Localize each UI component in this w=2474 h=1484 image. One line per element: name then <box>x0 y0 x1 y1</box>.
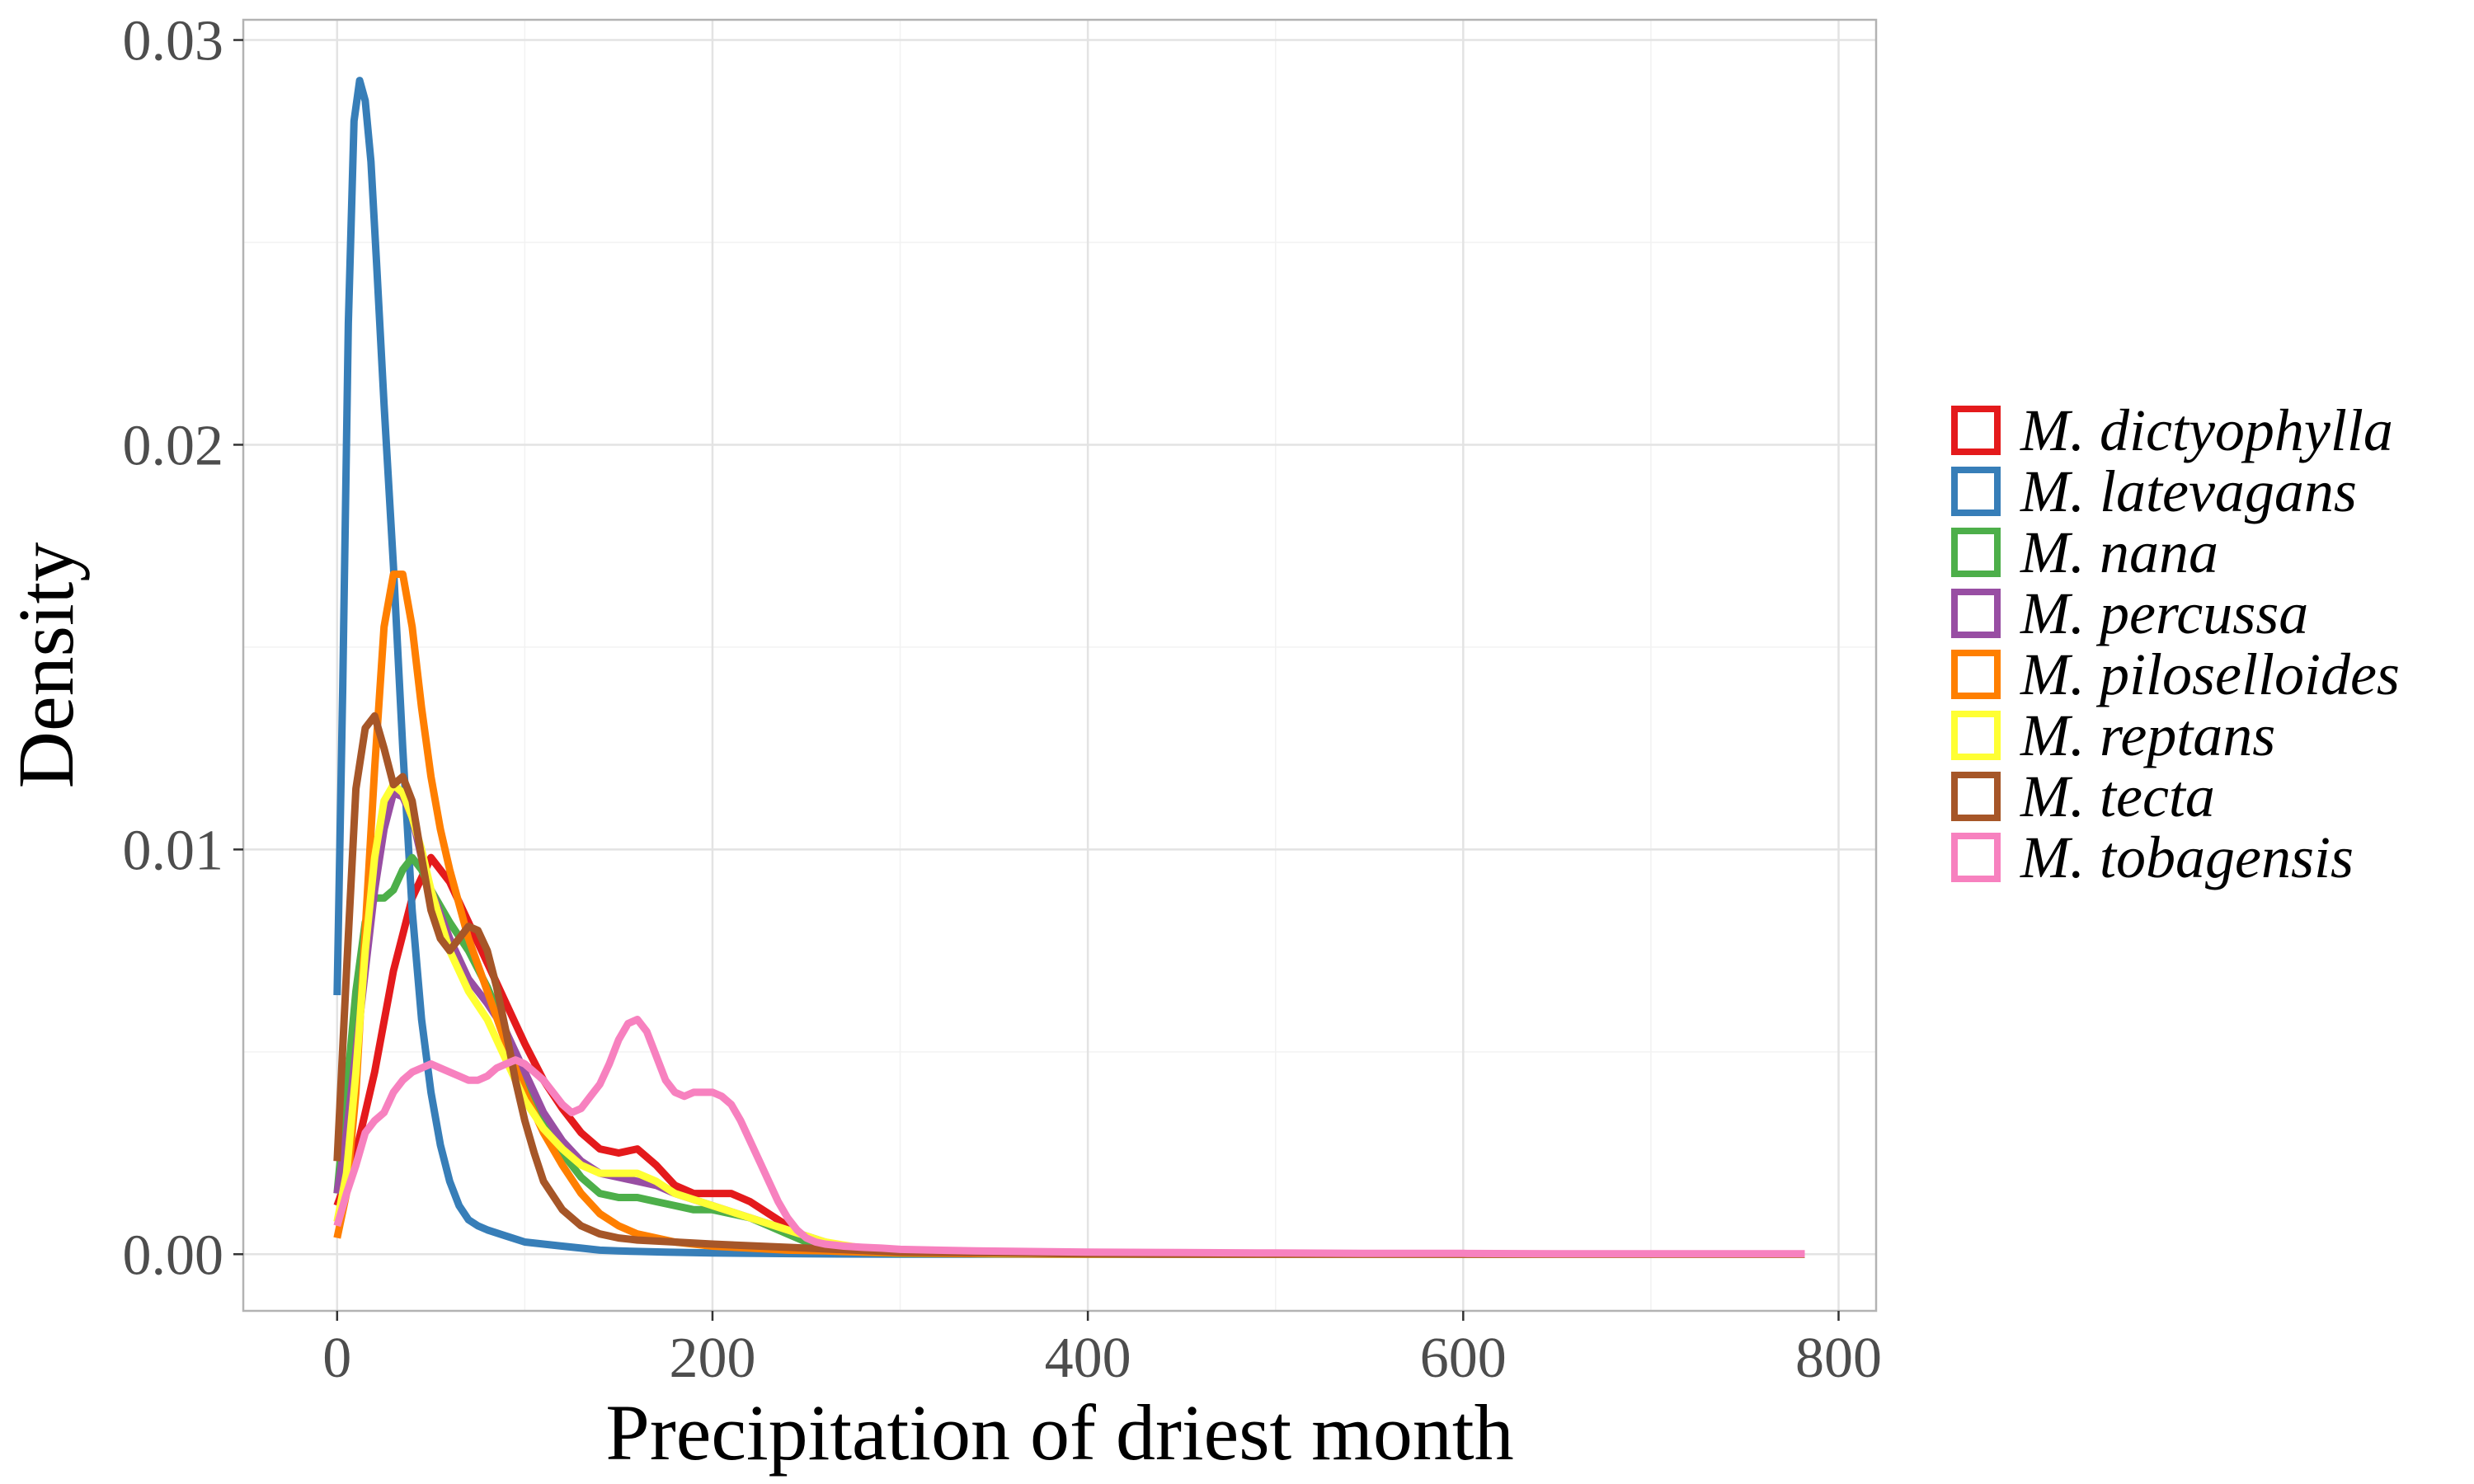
legend-label: M. tecta <box>2020 763 2215 829</box>
legend-label: M. nana <box>2020 519 2218 585</box>
density-line-m-tecta <box>333 711 1805 1258</box>
legend-item: M. reptans <box>1951 702 2275 768</box>
y-tick-label: 0.02 <box>123 414 224 477</box>
legend-key <box>1951 406 2001 455</box>
legend-key <box>1951 711 2001 760</box>
x-tick-label: 800 <box>1795 1327 1882 1390</box>
x-tick-label: 0 <box>322 1327 351 1390</box>
legend-label: M. piloselloides <box>2020 641 2400 707</box>
legend-item: M. piloselloides <box>1951 641 2400 707</box>
density-line-m-tobagensis <box>333 1016 1805 1258</box>
x-tick-label: 600 <box>1420 1327 1507 1390</box>
plot-panel-border <box>242 18 1878 1313</box>
minor-gridlines <box>243 20 1876 1311</box>
legend-key <box>1951 772 2001 821</box>
y-axis-title: Density <box>2 542 90 789</box>
legend-key <box>1951 650 2001 699</box>
x-axis-ticks: 0 200 400 600 800 <box>322 1311 1882 1390</box>
legend-label: M. latevagans <box>2020 458 2357 524</box>
legend-label: M. dictyophylla <box>2020 397 2393 463</box>
y-tick-label: 0.01 <box>123 819 224 882</box>
legend-item: M. tobagensis <box>1951 824 2354 890</box>
legend-key <box>1951 589 2001 638</box>
x-tick-label: 400 <box>1045 1327 1131 1390</box>
legend-item: M. tecta <box>1951 763 2215 829</box>
legend-label: M. tobagensis <box>2020 824 2354 890</box>
y-tick-label: 0.03 <box>123 10 224 73</box>
density-lines <box>333 77 1805 1258</box>
legend-key <box>1951 528 2001 577</box>
legend-item: M. percussa <box>1951 580 2308 646</box>
legend-item: M. nana <box>1951 519 2218 585</box>
x-tick-label: 200 <box>669 1327 755 1390</box>
major-gridlines <box>243 20 1876 1311</box>
legend-key <box>1951 467 2001 516</box>
legend-label: M. reptans <box>2020 702 2275 768</box>
y-tick-label: 0.00 <box>123 1223 224 1287</box>
legend-key <box>1951 833 2001 882</box>
legend-item: M. dictyophylla <box>1951 397 2393 463</box>
legend-label: M. percussa <box>2020 580 2308 646</box>
x-axis-title: Precipitation of driest month <box>605 1388 1513 1477</box>
y-axis-ticks: 0.00 0.01 0.02 0.03 <box>123 10 243 1287</box>
legend-item: M. latevagans <box>1951 458 2357 524</box>
